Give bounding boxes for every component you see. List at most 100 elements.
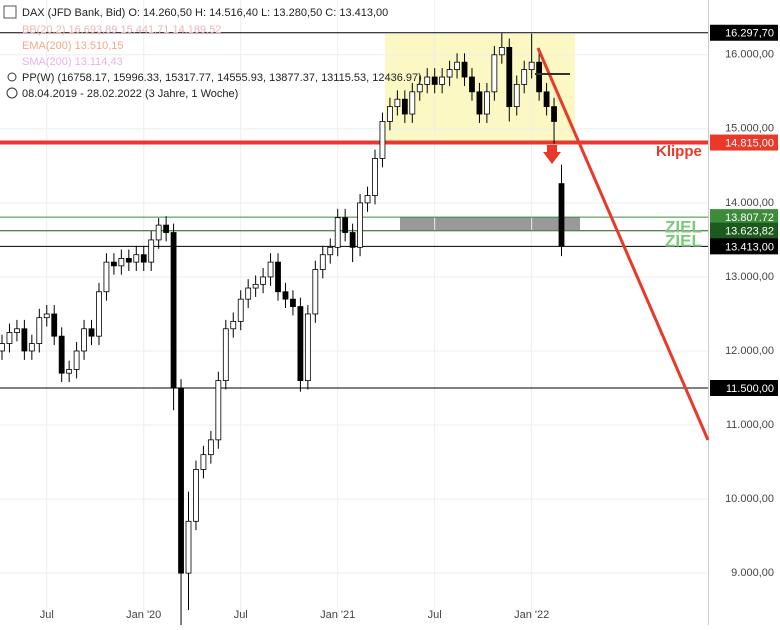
candle-body	[424, 76, 431, 85]
candle-body	[103, 261, 110, 293]
candle-body	[446, 69, 453, 78]
candle-body	[267, 261, 274, 278]
x-tick-label: Jul	[40, 609, 54, 621]
annotation: ZIEL	[665, 231, 702, 250]
candle-body	[260, 276, 267, 285]
candle-body	[372, 158, 378, 196]
candle-body	[252, 283, 259, 289]
candle-body	[498, 46, 505, 56]
candle-body	[81, 328, 87, 352]
date-range: 08.04.2019 - 28.02.2022 (3 Jahre, 1 Woch…	[22, 88, 238, 100]
x-tick-label: Jul	[234, 609, 248, 621]
candle-body	[73, 350, 80, 370]
candle-body	[6, 332, 13, 344]
candle-body	[170, 232, 177, 389]
candle-body	[379, 121, 386, 159]
price-tag	[710, 209, 778, 226]
price-tag-label: 14.815,00	[725, 137, 774, 149]
candle-body	[483, 91, 490, 115]
candle-body	[111, 261, 117, 267]
clock-icon	[6, 87, 18, 99]
y-tick-label: 12.000,00	[725, 345, 774, 357]
candle-body	[193, 469, 199, 522]
indicator-icon	[7, 72, 17, 82]
candle-body	[125, 258, 132, 263]
candle-body	[491, 54, 498, 93]
candle-body	[148, 239, 155, 263]
y-tick-label: 10.000,00	[725, 493, 774, 505]
target-zone	[400, 217, 580, 230]
candle-body	[334, 217, 341, 248]
candle-body	[327, 246, 334, 256]
candle-body	[551, 106, 557, 122]
indicator: BB(20,2) 16.693,89 15.441,71 14.189,52	[22, 24, 221, 36]
candle-body	[275, 261, 281, 293]
price-tag-label: 13.807.72	[725, 212, 774, 224]
candle-body	[58, 335, 65, 374]
candle-body	[439, 76, 446, 85]
price-tag	[710, 24, 778, 41]
x-tick-label: Jul	[428, 609, 442, 621]
y-tick-label: 13.000,00	[725, 271, 774, 283]
candle-body	[304, 313, 311, 382]
candle-body	[290, 298, 296, 307]
indicator: PP(W) (16758.17, 15996.33, 15317.77, 145…	[22, 72, 422, 84]
candle-body	[230, 320, 237, 330]
candle-body	[297, 306, 304, 382]
candle-body	[163, 224, 170, 233]
candle-body	[521, 69, 528, 85]
candle-body	[0, 343, 5, 352]
candle-body	[506, 46, 513, 108]
indicator: EMA(200) 13.510,15	[22, 40, 124, 52]
arrow-icon	[543, 145, 561, 164]
candle-body	[21, 328, 28, 352]
candle-body	[513, 84, 520, 108]
candle-body	[357, 202, 363, 248]
candle-body	[155, 224, 162, 241]
candle-body	[401, 98, 408, 115]
candle-body	[51, 313, 58, 337]
annotation: ZIEL	[665, 217, 702, 236]
header-title: DAX (JFD Bank, Bid) O: 14.260,50 H: 14.5…	[22, 7, 388, 19]
price-tag-label: 11.500,00	[726, 383, 774, 395]
x-tick-label: Jan '20	[126, 609, 161, 621]
candle-body	[319, 254, 326, 270]
candle-body	[178, 387, 184, 574]
candle-body	[454, 61, 460, 71]
candle-body	[222, 328, 229, 382]
candle-body	[461, 61, 468, 78]
price-tag	[710, 380, 778, 397]
candle-body	[469, 76, 475, 93]
candle-body	[394, 98, 401, 108]
candle-body	[200, 454, 207, 470]
price-tag-label: 16.297,70	[725, 28, 774, 40]
x-tick-label: Jan '21	[320, 609, 355, 621]
candle-body	[133, 254, 140, 263]
candle-body	[215, 380, 222, 441]
candle-body	[409, 91, 416, 115]
candle-body	[387, 106, 393, 122]
candle-body	[312, 269, 319, 315]
price-tag	[710, 238, 778, 255]
candle-body	[237, 298, 244, 322]
candle-body	[349, 232, 356, 248]
price-tag	[710, 134, 778, 151]
y-tick-label: 9.000,00	[731, 567, 774, 579]
range-box	[385, 34, 575, 143]
candle-body	[66, 369, 73, 374]
header: DAX (JFD Bank, Bid) O: 14.260,50 H: 14.5…	[3, 5, 422, 100]
y-tick-label: 15.000,00	[725, 123, 774, 135]
candle-body	[140, 254, 147, 263]
candle-body	[528, 61, 535, 71]
annotation: Klippe	[656, 143, 702, 160]
price-tag	[710, 222, 778, 239]
candle-body	[118, 258, 125, 267]
candle-body	[431, 76, 438, 85]
candle-body	[342, 217, 349, 233]
y-tick-label: 16.000,00	[725, 49, 774, 61]
price-tag-label: 13.413,00	[725, 241, 774, 253]
checkbox[interactable]	[3, 5, 17, 19]
candle-body	[245, 287, 252, 300]
candle-body	[536, 61, 543, 93]
